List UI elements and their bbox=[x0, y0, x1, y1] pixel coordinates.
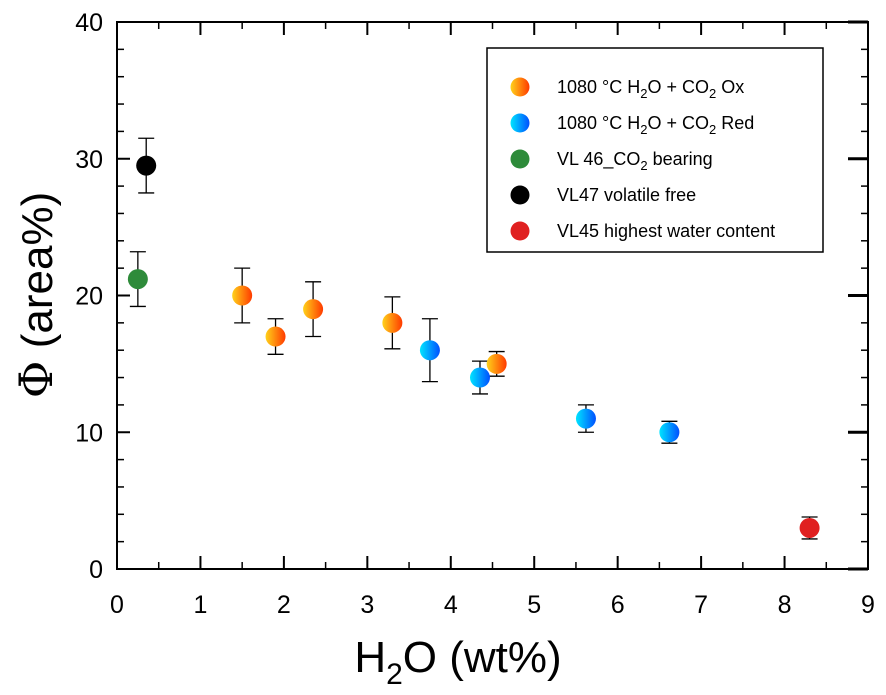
legend-marker bbox=[510, 221, 530, 241]
legend-label-part: 2 bbox=[640, 86, 647, 101]
data-point bbox=[127, 269, 148, 290]
legend-label-part: 2 bbox=[640, 158, 647, 173]
x-tick-label: 1 bbox=[193, 591, 207, 619]
legend-label-part: VL 46_CO bbox=[557, 149, 640, 170]
x-tick-label: 6 bbox=[611, 591, 625, 619]
data-point bbox=[575, 408, 596, 429]
x-tick-label: 8 bbox=[778, 591, 792, 619]
x-axis-title-pre: H bbox=[354, 633, 386, 682]
x-axis-title-sub: 2 bbox=[386, 658, 403, 691]
y-tick-label: 20 bbox=[75, 283, 103, 311]
data-point bbox=[419, 340, 440, 361]
y-tick-labels: 0 10 20 30 40 bbox=[75, 9, 103, 584]
x-tick-label: 0 bbox=[110, 591, 124, 619]
data-points bbox=[127, 155, 820, 538]
x-tick-label: 9 bbox=[861, 591, 875, 619]
x-axis-title: H2O (wt%) bbox=[354, 633, 561, 691]
data-point bbox=[303, 299, 324, 320]
legend-label-part: 2 bbox=[640, 122, 647, 137]
legend-label-part: 2 bbox=[709, 122, 716, 137]
legend-label: 1080 °C H2O + CO2 Ox bbox=[557, 77, 744, 101]
data-point bbox=[232, 285, 253, 306]
legend-label-part: 1080 °C H bbox=[557, 113, 640, 133]
legend-marker bbox=[510, 149, 530, 169]
data-point bbox=[382, 312, 403, 333]
legend-label-part: O + CO bbox=[647, 77, 709, 97]
x-tick-labels: 0 1 2 3 4 5 6 7 8 9 bbox=[110, 591, 875, 619]
axis-ticks bbox=[116, 20, 869, 571]
y-axis-title: Φ (area%) bbox=[9, 192, 63, 398]
legend-label: VL 46_CO2 bearing bbox=[557, 149, 713, 173]
legend-label-part: Red bbox=[716, 113, 754, 133]
data-point bbox=[265, 326, 286, 347]
legend-label-part: 1080 °C H bbox=[557, 77, 640, 97]
y-tick-label: 30 bbox=[75, 146, 103, 174]
y-tick-label: 10 bbox=[75, 419, 103, 447]
legend-label-part: VL47 volatile free bbox=[557, 185, 696, 205]
y-axis-title-symbol: Φ bbox=[9, 361, 63, 399]
legend-label-part: O + CO bbox=[647, 113, 709, 133]
legend-box bbox=[486, 47, 824, 253]
legend-marker bbox=[510, 185, 530, 205]
data-point bbox=[799, 517, 820, 538]
x-tick-label: 7 bbox=[694, 591, 708, 619]
x-tick-label: 4 bbox=[444, 591, 458, 619]
legend-label-part: Ox bbox=[716, 77, 744, 97]
legend-marker bbox=[510, 77, 530, 97]
x-tick-label: 2 bbox=[277, 591, 291, 619]
y-tick-label: 0 bbox=[89, 556, 103, 584]
legend-marker bbox=[510, 113, 530, 133]
x-axis-title-post: O (wt%) bbox=[403, 633, 562, 682]
data-point bbox=[136, 155, 157, 176]
x-tick-label: 3 bbox=[360, 591, 374, 619]
legend-label: VL45 highest water content bbox=[557, 221, 775, 241]
data-point bbox=[659, 422, 680, 443]
x-tick-label: 5 bbox=[527, 591, 541, 619]
legend-label: 1080 °C H2O + CO2 Red bbox=[557, 113, 754, 137]
data-point bbox=[469, 367, 490, 388]
data-point bbox=[486, 353, 507, 374]
legend-label-part: VL45 highest water content bbox=[557, 221, 775, 241]
y-axis-title-rest: (area%) bbox=[13, 192, 62, 361]
legend-label: VL47 volatile free bbox=[557, 185, 696, 205]
legend-label-part: bearing bbox=[648, 149, 713, 169]
y-tick-label: 40 bbox=[75, 9, 103, 37]
legend-label-part: 2 bbox=[709, 86, 716, 101]
